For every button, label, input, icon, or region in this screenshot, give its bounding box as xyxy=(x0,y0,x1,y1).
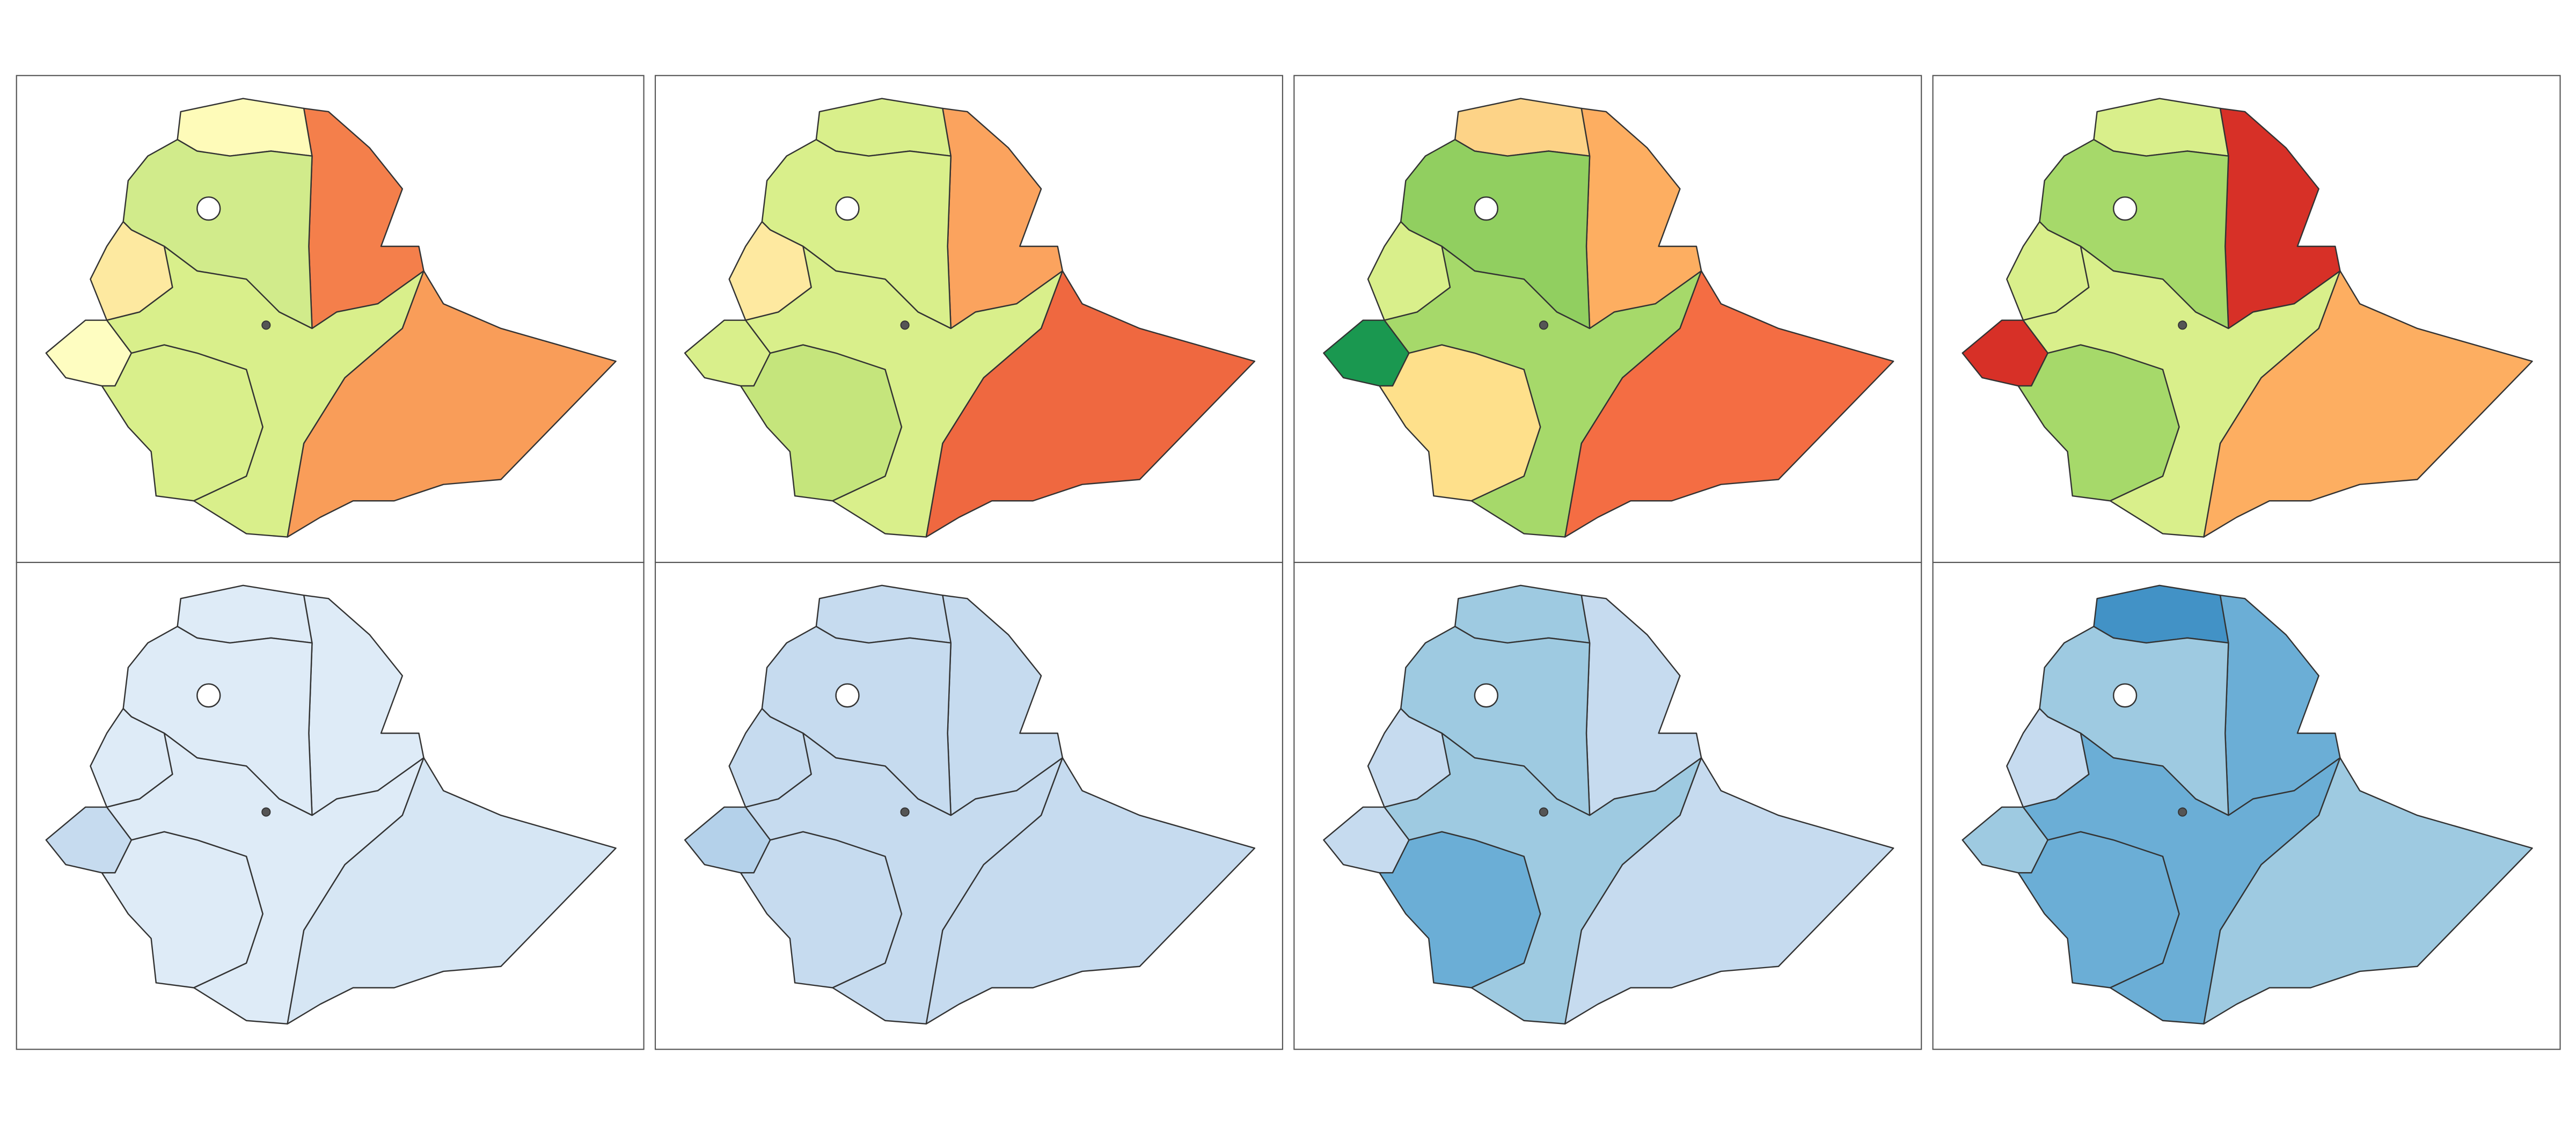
region xyxy=(925,270,1256,538)
region xyxy=(925,757,1256,1025)
city-region xyxy=(1539,320,1548,330)
city-region xyxy=(900,320,910,330)
region xyxy=(1564,270,1894,538)
region xyxy=(1564,757,1894,1025)
city-region xyxy=(2178,807,2187,817)
map-panel xyxy=(1293,75,1922,564)
lake xyxy=(1474,196,1498,221)
map-panel xyxy=(654,561,1283,1050)
lake xyxy=(196,196,221,221)
map-panel xyxy=(16,561,645,1050)
lake xyxy=(2112,196,2138,221)
region xyxy=(287,757,617,1025)
region xyxy=(2203,270,2533,538)
region xyxy=(287,270,617,538)
lake xyxy=(196,683,221,708)
map-panel xyxy=(654,75,1283,564)
region xyxy=(2203,757,2533,1025)
map-panel xyxy=(1932,561,2561,1050)
lake xyxy=(835,196,860,221)
lake xyxy=(2112,683,2138,708)
city-region xyxy=(2178,320,2187,330)
map-panel xyxy=(16,75,645,564)
lake xyxy=(1474,683,1498,708)
city-region xyxy=(261,807,271,817)
map-panel xyxy=(1932,75,2561,564)
map-panel xyxy=(1293,561,1922,1050)
city-region xyxy=(261,320,271,330)
city-region xyxy=(900,807,910,817)
city-region xyxy=(1539,807,1548,817)
lake xyxy=(835,683,860,708)
